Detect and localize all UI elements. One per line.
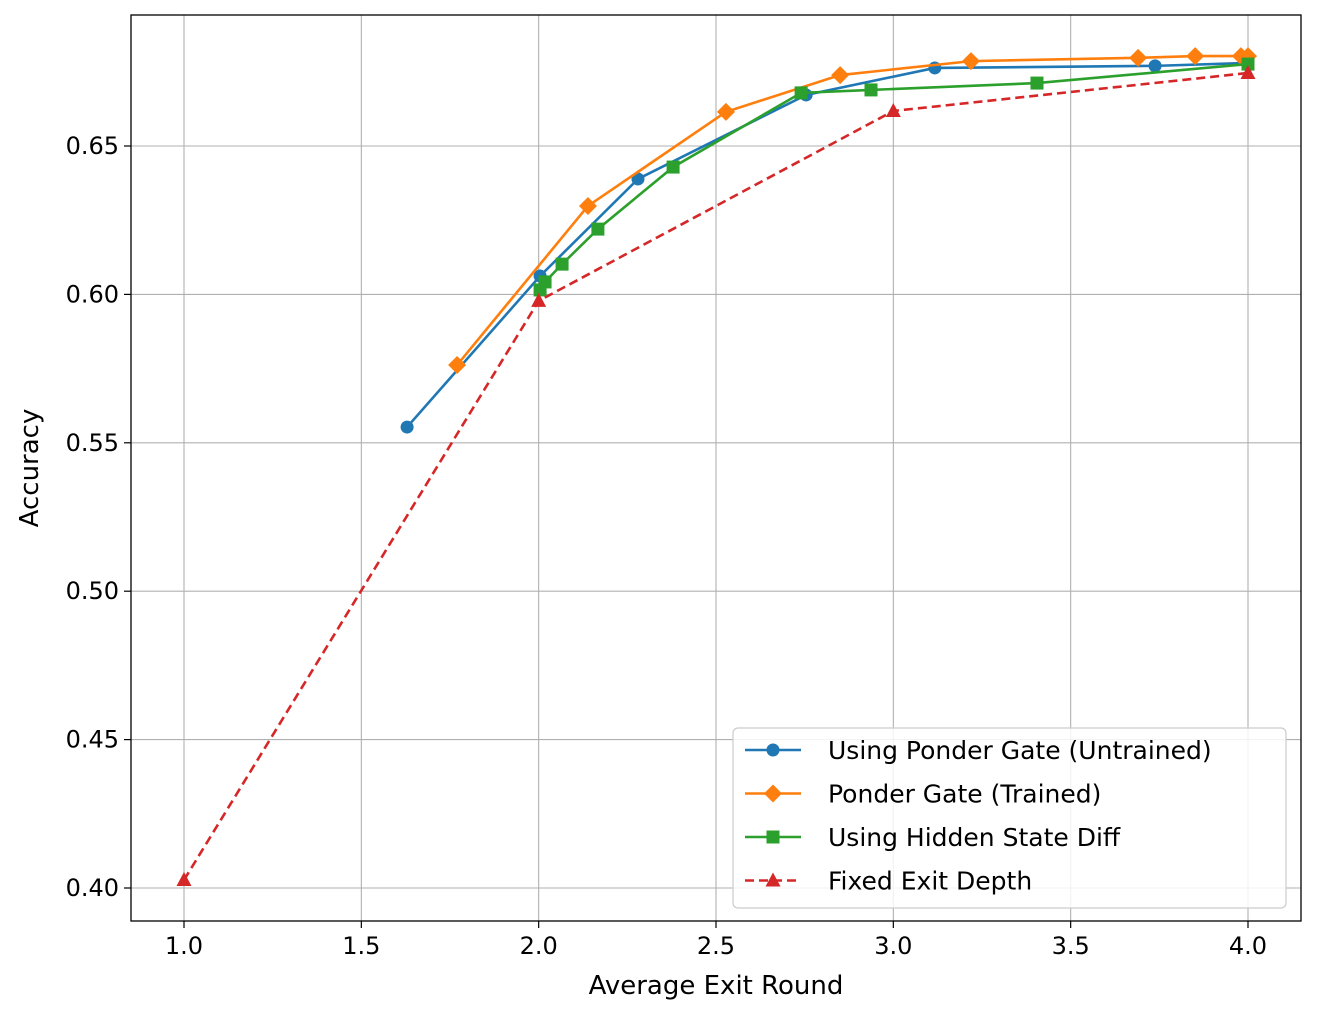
data-point [176,871,192,886]
data-point [578,196,597,215]
legend-marker [766,830,780,844]
series-line [406,61,1249,428]
grid [131,15,1301,921]
data-point [531,292,547,307]
data-point [631,172,645,186]
series-line [182,71,1249,881]
data-point [1241,57,1255,71]
y-tick-label: 0.65 [66,132,119,160]
data-point [1148,59,1162,73]
series-line [538,62,1249,291]
data-point [885,102,901,117]
legend-label: Ponder Gate (Trained) [828,780,1101,809]
data-point [1186,47,1205,66]
legend-label: Using Ponder Gate (Untrained) [828,736,1212,765]
x-tick-label: 1.0 [165,932,203,960]
data-point [794,86,808,100]
data-point [538,275,552,289]
data-point [716,102,735,121]
series-3 [176,64,1256,886]
legend-marker [766,743,780,757]
x-tick-label: 2.5 [697,932,735,960]
x-tick-label: 3.5 [1052,932,1090,960]
data-point [400,420,414,434]
x-tick-label: 2.0 [520,932,558,960]
data-point [448,356,467,375]
y-tick-label: 0.55 [66,429,119,457]
data-point [666,160,680,174]
y-tick-label: 0.40 [66,874,119,902]
data-point [1239,47,1257,66]
y-tick-label: 0.60 [66,280,119,308]
data-point [962,52,981,71]
legend-label: Using Hidden State Diff [828,823,1121,852]
legend: Using Ponder Gate (Untrained) Ponder Gate… [732,727,1287,909]
data-point [555,257,569,271]
series-1 [448,47,1257,375]
x-tick-label: 3.0 [874,932,912,960]
data-point [831,66,850,85]
data-point [864,83,878,97]
data-point [591,222,605,236]
data-point [1129,48,1148,67]
data-point [1030,76,1044,90]
legend-box [732,727,1287,909]
series-0 [400,56,1255,434]
legend-label: Fixed Exit Depth [828,867,1032,896]
y-tick-label: 0.45 [66,726,119,754]
x-tick-label: 1.5 [342,932,380,960]
ticks: 1.0 1.5 2.0 2.5 3.0 3.5 4.0 0.40 0.45 0.50 0.55 0.6… [66,132,1268,960]
y-axis-label: Accuracy [15,409,45,528]
legend-marker [765,872,781,887]
x-tick-label: 4.0 [1229,932,1267,960]
series-2 [533,57,1255,297]
legend-marker [764,784,782,803]
series-layer [176,47,1257,886]
data-point [1240,64,1256,79]
x-axis-label: Average Exit Round [589,971,844,1001]
y-tick-label: 0.50 [66,577,119,605]
series-line [456,54,1248,366]
